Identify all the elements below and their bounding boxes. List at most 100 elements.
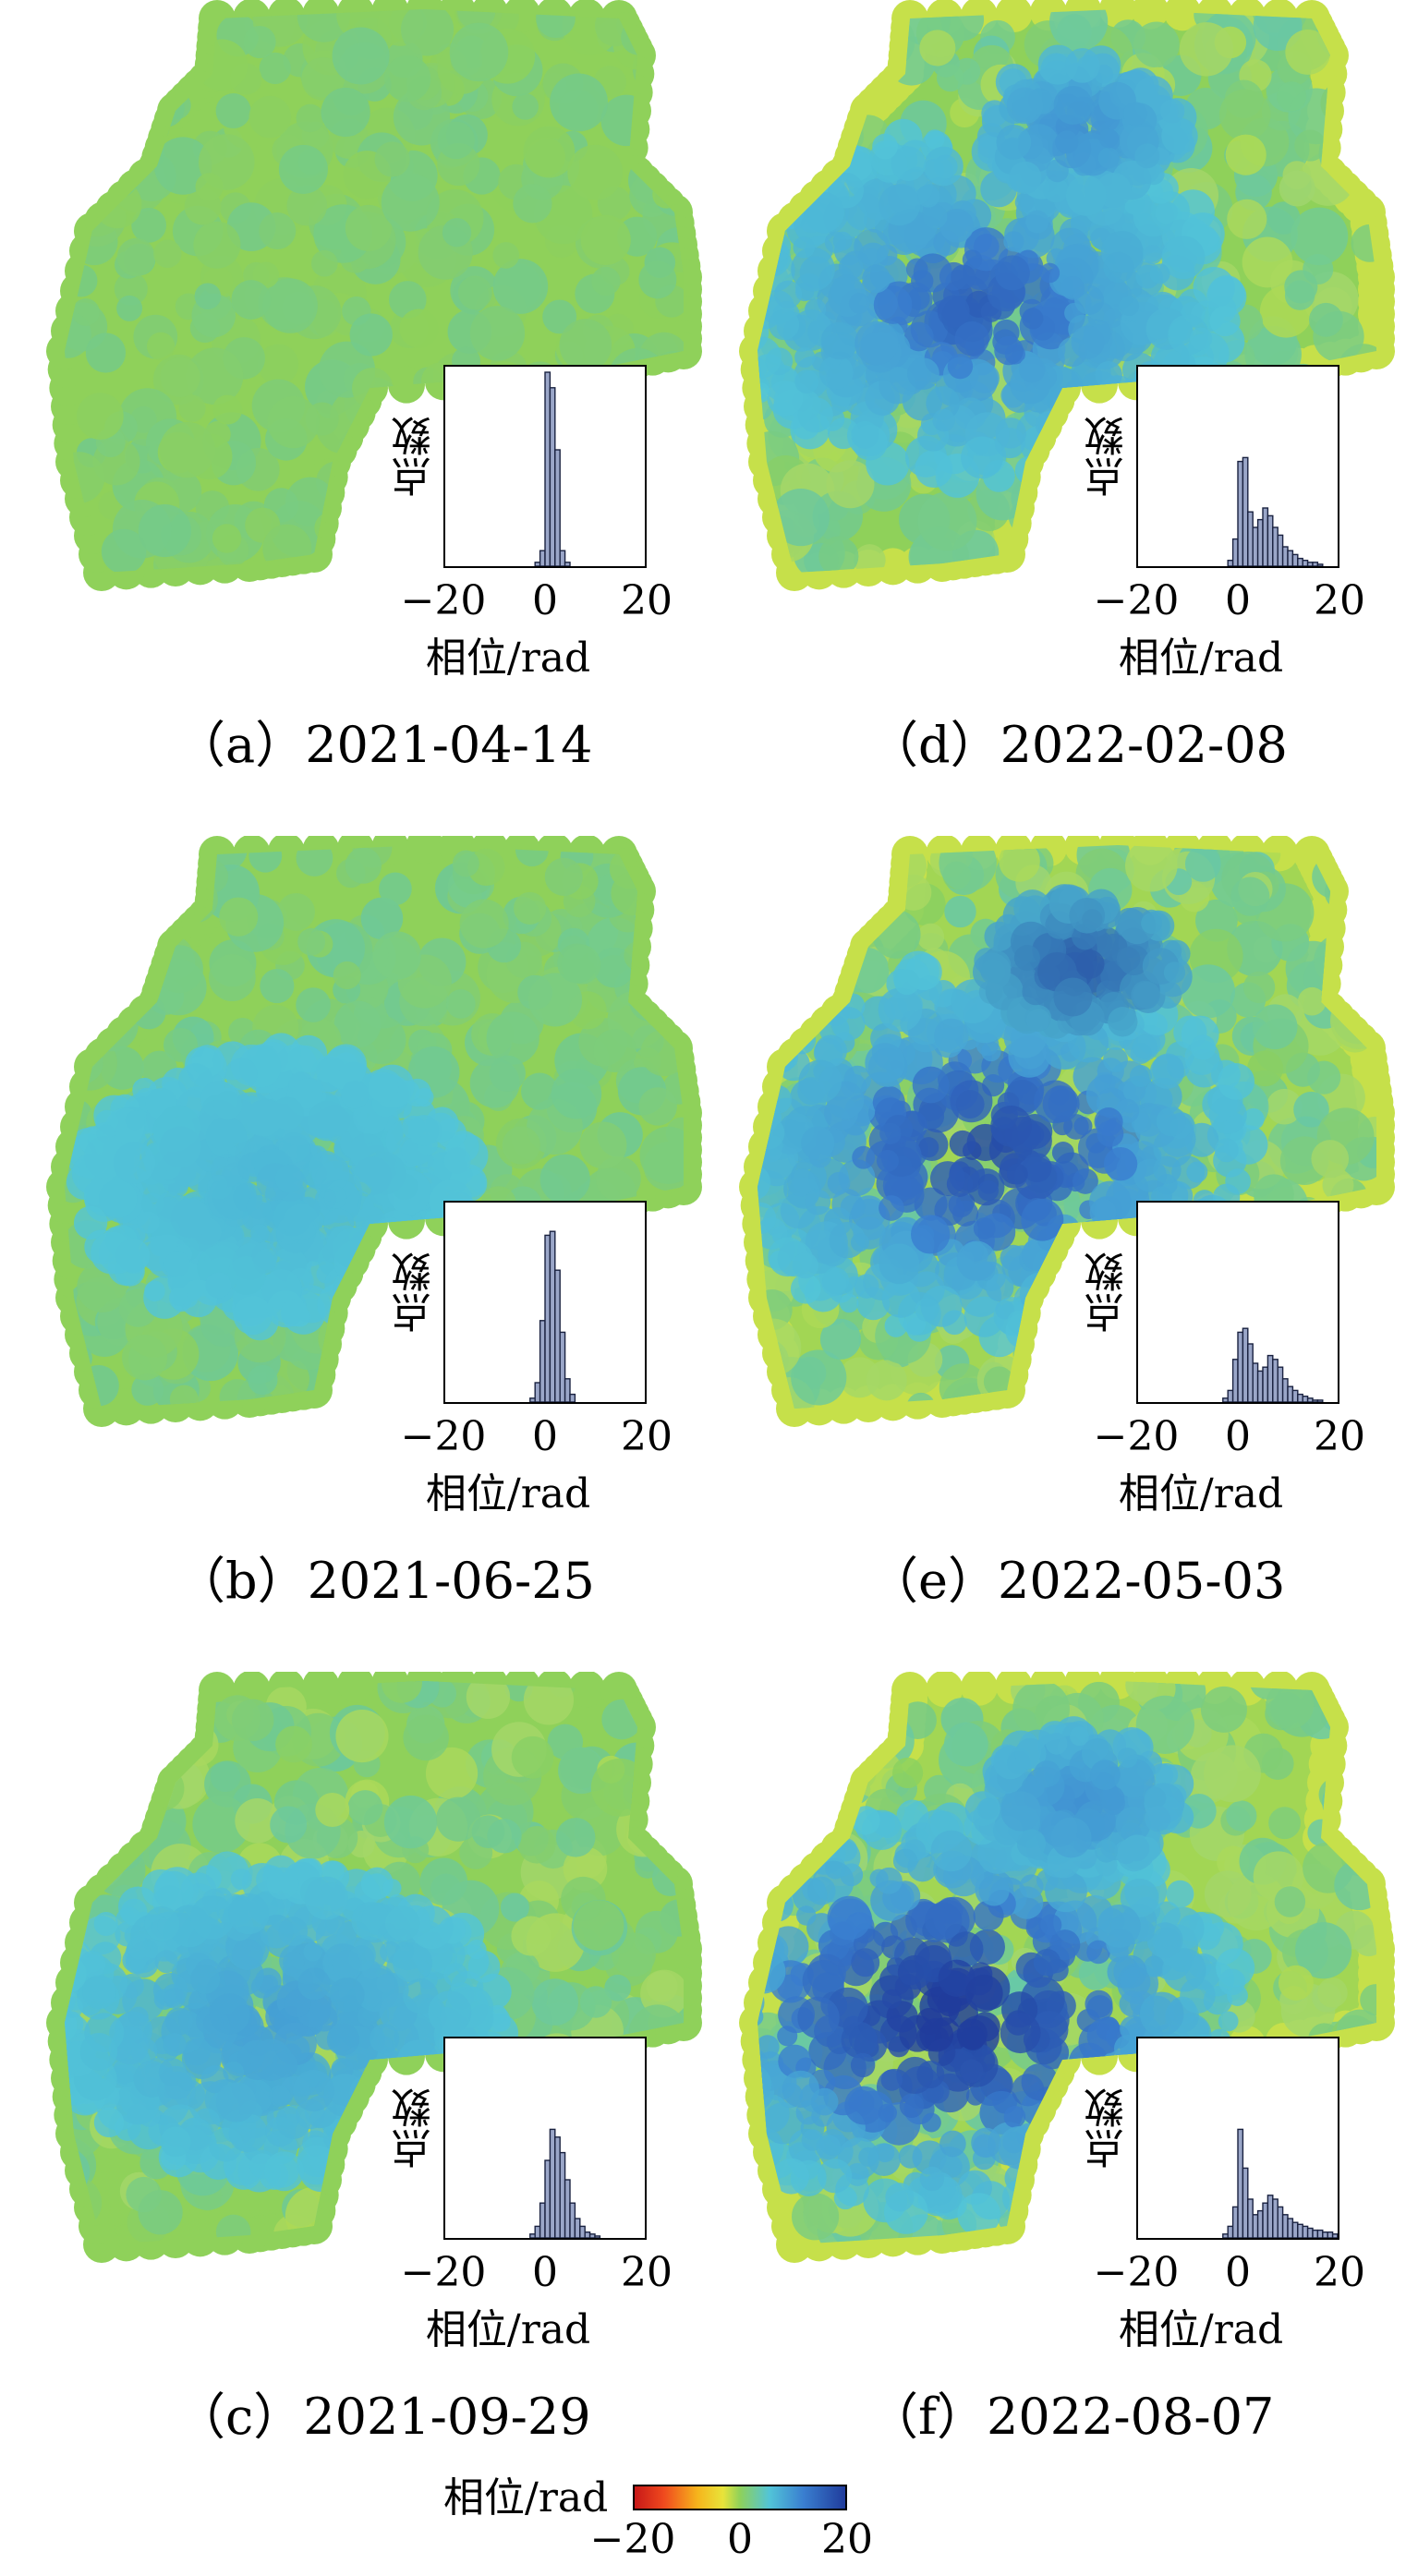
histogram-bar: [1312, 2229, 1319, 2238]
histogram-xtick: 20: [1314, 2249, 1365, 2296]
panel-caption: （b）2021-06-25: [176, 1552, 595, 1610]
histogram-plot: [529, 1230, 576, 1402]
histogram-bar: [1287, 550, 1294, 566]
histogram-bar: [1316, 1399, 1324, 1402]
histogram-bar: [549, 2128, 556, 2238]
histogram-bar: [1322, 2231, 1328, 2238]
histogram-bar: [1237, 1331, 1244, 1402]
histogram-inset: [1136, 1201, 1339, 1404]
histogram-xtick: 20: [621, 1413, 673, 1460]
panel-d: 点数 −20 0 20 相位/rad （d）2022-02-08: [730, 0, 1418, 831]
histogram-xtick: −20: [1093, 2249, 1180, 2296]
histogram-bar: [1256, 2209, 1264, 2238]
histogram-bar: [534, 2225, 541, 2238]
histogram-bar: [1277, 534, 1284, 566]
panel-caption: （c）2021-09-29: [176, 2388, 591, 2446]
histogram-xtick: 20: [621, 2249, 673, 2296]
histogram-xlabel: 相位/rad: [1118, 2306, 1284, 2353]
histogram-bar: [1291, 553, 1299, 566]
histogram-bar: [1242, 1327, 1249, 1402]
histogram-plot: [1222, 1327, 1324, 1402]
histogram-bar: [1287, 2218, 1294, 2238]
histogram-bar: [1227, 2225, 1234, 2238]
histogram-bar: [1262, 1366, 1269, 1402]
histogram-ylabel: 点数: [1085, 2087, 1132, 2169]
histogram-bar: [549, 387, 556, 566]
histogram-inset: [443, 365, 647, 568]
histogram-inset: [443, 2037, 647, 2240]
histogram-bar: [539, 1320, 546, 1402]
histogram-xlabel: 相位/rad: [425, 635, 591, 682]
histogram-plot: [1222, 2128, 1338, 2238]
histogram-bar: [574, 2218, 581, 2238]
histogram-bar: [1291, 1389, 1299, 1402]
histogram-ylabel: 点数: [1085, 1252, 1132, 1333]
histogram-bar: [1281, 2214, 1289, 2238]
histogram-bar: [554, 2136, 561, 2238]
panel-caption: （f）2022-08-07: [868, 2388, 1275, 2446]
histogram-bar: [1297, 557, 1303, 566]
histogram-bar: [1247, 1343, 1254, 1402]
deformation-map: [46, 836, 702, 1427]
histogram-inset: [1136, 365, 1339, 568]
panel-a: 点数 −20 0 20 相位/rad （a）2021-04-14: [37, 0, 739, 831]
panel-b: 点数 −20 0 20 相位/rad （b）2021-06-25: [37, 836, 739, 1667]
histogram-bar: [1256, 1370, 1264, 1402]
colorbar-label: 相位/rad: [443, 2474, 609, 2522]
histogram-bar: [1281, 1378, 1289, 1402]
histogram-bar: [1306, 1397, 1314, 1402]
histogram-bar: [559, 550, 566, 566]
histogram-bar: [1312, 1399, 1319, 1402]
histogram-bar: [1256, 518, 1264, 566]
histogram-bar: [1237, 2128, 1244, 2238]
histogram-ylabel: 点数: [392, 416, 439, 497]
histogram-xtick: 0: [532, 577, 558, 624]
histogram-xtick: −20: [400, 577, 487, 624]
histogram-ylabel: 点数: [1085, 416, 1132, 497]
histogram-ylabel: 点数: [392, 1252, 439, 1333]
histogram-bar: [1302, 1395, 1309, 1402]
histogram-bar: [564, 1378, 571, 1402]
histogram-bar: [588, 2233, 596, 2238]
colorbar-tick-mid: 0: [727, 2516, 753, 2563]
histogram-bar: [534, 1382, 541, 1402]
histogram-xlabel: 相位/rad: [425, 2306, 591, 2353]
histogram-bar: [544, 1234, 551, 1402]
histogram-bar: [594, 2235, 601, 2238]
histogram-xtick: 0: [1225, 577, 1251, 624]
histogram-bar: [1327, 2231, 1334, 2238]
histogram-bar: [544, 371, 551, 566]
histogram-plot: [534, 371, 571, 566]
histogram-bar: [1252, 526, 1259, 566]
histogram-xtick: 0: [1225, 2249, 1251, 2296]
colorbar-gradient: [633, 2485, 847, 2510]
histogram-xtick: 0: [532, 1413, 558, 1460]
histogram-bar: [1272, 526, 1279, 566]
histogram-xtick: −20: [1093, 577, 1180, 624]
histogram-bar: [1247, 2198, 1254, 2238]
histogram-bar: [1231, 2206, 1239, 2238]
histogram-bar: [1242, 456, 1249, 566]
histogram-bar: [1302, 559, 1309, 566]
histogram-bar: [1242, 2167, 1249, 2238]
histogram-xlabel: 相位/rad: [1118, 1470, 1284, 1518]
histogram-bar: [1231, 1359, 1239, 1402]
colorbar-tick-max: 20: [821, 2516, 873, 2563]
histogram-bar: [1227, 559, 1234, 566]
histogram-bar: [1222, 2233, 1229, 2238]
histogram-bar: [554, 1269, 561, 1402]
histogram-bar: [1291, 2221, 1299, 2238]
histogram-bar: [1267, 514, 1274, 566]
histogram-bar: [1237, 460, 1244, 566]
histogram-bar: [564, 562, 571, 566]
histogram-xlabel: 相位/rad: [1118, 635, 1284, 682]
histogram-bar: [1227, 1389, 1234, 1402]
histogram-bar: [539, 2202, 546, 2238]
histogram-ylabel: 点数: [392, 2087, 439, 2169]
histogram-bar: [1302, 2225, 1309, 2238]
histogram-bar: [1277, 2206, 1284, 2238]
histogram-bar: [569, 1393, 576, 1402]
histogram-bar: [549, 1230, 556, 1402]
histogram-xtick: 0: [532, 2249, 558, 2296]
histogram-bar: [1277, 1366, 1284, 1402]
